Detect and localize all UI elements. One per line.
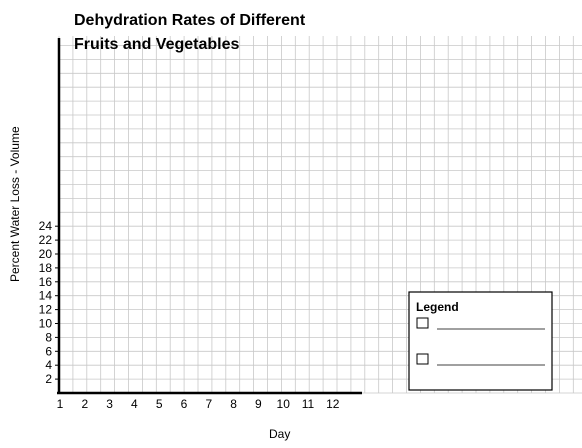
x-tick-label-8: 8 [230,397,237,411]
y-axis-label: Percent Water Loss - Volume [8,126,22,282]
y-tick-label-14: 14 [39,289,53,303]
x-tick-label-2: 2 [81,397,88,411]
chart-title-line-1: Dehydration Rates of Different [74,12,306,29]
grid [58,36,582,394]
x-tick-label-1: 1 [57,397,64,411]
x-tick-label-5: 5 [156,397,163,411]
y-tick-label-20: 20 [39,247,53,261]
y-tick-label-12: 12 [39,303,53,317]
x-tick-label-12: 12 [326,397,340,411]
x-tick-label-11: 11 [302,397,315,411]
y-tick-label-4: 4 [45,358,52,372]
legend-entry-1-checkbox[interactable] [416,317,429,329]
y-tick-label-6: 6 [45,344,52,358]
y-tick-label-16: 16 [39,275,53,289]
legend-entry-2-checkbox[interactable] [416,353,429,365]
x-tick-label-4: 4 [131,397,138,411]
legend-title: Legend [416,300,459,314]
legend-box [408,291,553,391]
y-tick-label-24: 24 [39,219,53,233]
x-tick-label-6: 6 [181,397,188,411]
chart-title-line-2: Fruits and Vegetables [74,36,239,53]
y-tick-label-8: 8 [45,330,52,344]
y-tick-label-22: 22 [39,233,53,247]
x-tick-label-3: 3 [106,397,113,411]
legend: Legend [408,291,553,391]
x-axis-label: Day [269,427,290,441]
y-tick-label-2: 2 [45,372,52,386]
x-tick-label-9: 9 [255,397,262,411]
x-tick-label-7: 7 [205,397,212,411]
x-tick-label-10: 10 [277,397,291,411]
y-tick-label-18: 18 [39,261,53,275]
x-tick-labels: 1 2 3 4 5 6 7 8 9 10 11 12 [57,397,340,411]
y-tick-label-10: 10 [39,317,53,331]
